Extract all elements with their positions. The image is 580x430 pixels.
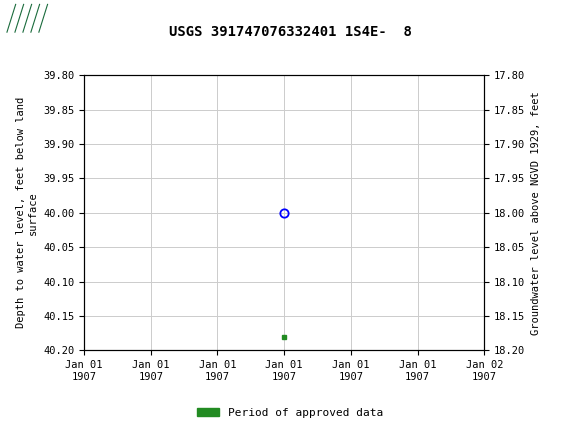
- Y-axis label: Groundwater level above NGVD 1929, feet: Groundwater level above NGVD 1929, feet: [531, 91, 541, 335]
- Text: USGS 391747076332401 1S4E-  8: USGS 391747076332401 1S4E- 8: [169, 25, 411, 39]
- Bar: [7, 4, 39, 32]
- Text: USGS: USGS: [49, 10, 96, 25]
- Legend: Period of approved data: Period of approved data: [193, 403, 387, 422]
- Y-axis label: Depth to water level, feet below land
surface: Depth to water level, feet below land su…: [16, 97, 38, 329]
